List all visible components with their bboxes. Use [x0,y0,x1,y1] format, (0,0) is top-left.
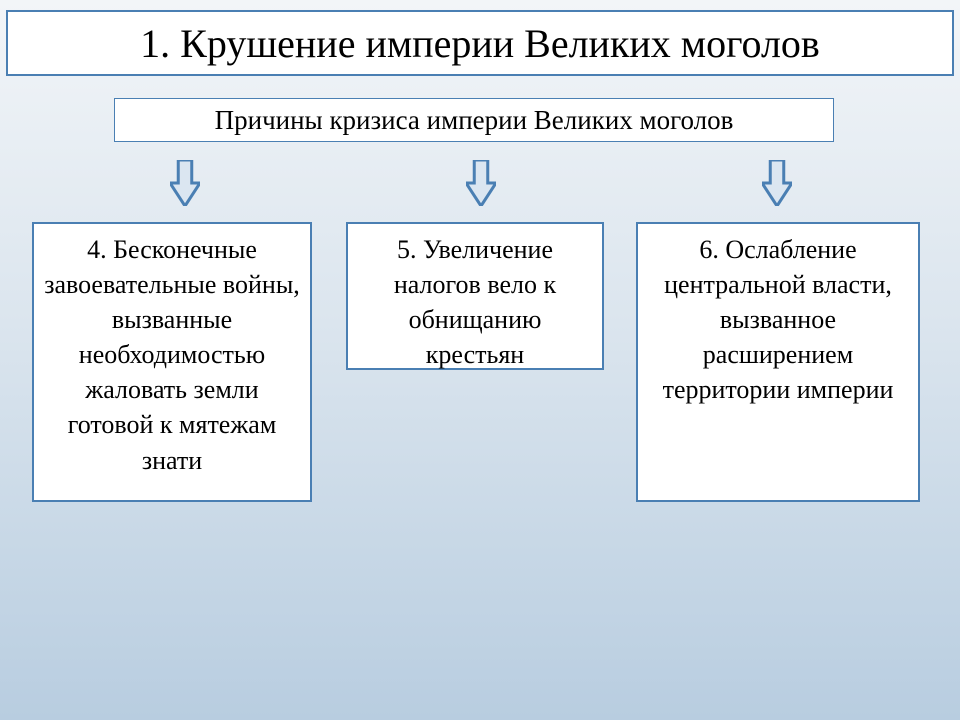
slide-title-text: 1. Крушение империи Великих моголов [140,20,820,67]
reason-text: 6. Ослабление центральной власти, вызван… [663,235,894,404]
down-arrow-icon [170,160,200,206]
reason-box-4: 4. Бесконечные завоевательные войны, выз… [32,222,312,502]
reason-text: 5. Увеличение налогов вело к обнищанию к… [394,235,556,369]
reason-box-6: 6. Ослабление центральной власти, вызван… [636,222,920,502]
down-arrow-icon [466,160,496,206]
reason-box-5: 5. Увеличение налогов вело к обнищанию к… [346,222,604,370]
subtitle-text: Причины кризиса империи Великих моголов [215,105,734,136]
slide-title-box: 1. Крушение империи Великих моголов [6,10,954,76]
subtitle-box: Причины кризиса империи Великих моголов [114,98,834,142]
reason-text: 4. Бесконечные завоевательные войны, выз… [44,235,300,475]
down-arrow-icon [762,160,792,206]
